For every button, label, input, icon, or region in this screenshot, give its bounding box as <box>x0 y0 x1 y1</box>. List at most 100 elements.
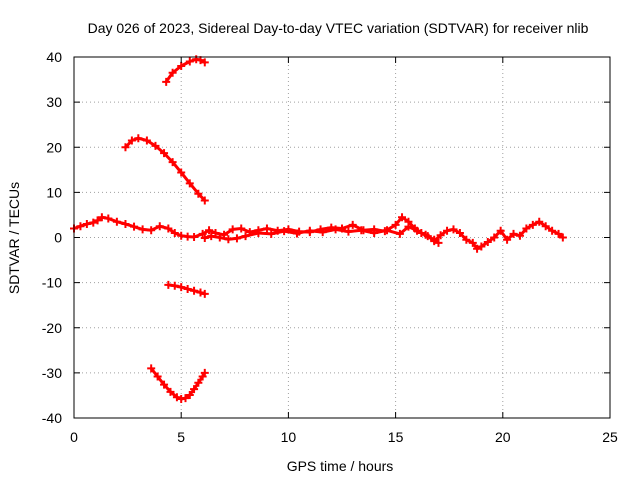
series-satellite-arc-lower-1 <box>164 280 209 298</box>
data-point <box>89 218 98 227</box>
data-point <box>168 158 177 167</box>
data-point <box>490 233 499 242</box>
data-point <box>82 219 91 228</box>
y-tick-label: 30 <box>46 94 62 110</box>
data-point <box>224 235 233 244</box>
data-point <box>196 288 205 297</box>
data-point <box>142 136 151 145</box>
data-point <box>455 228 464 237</box>
y-tick-label: 0 <box>54 230 62 246</box>
data-point <box>207 232 216 241</box>
data-point <box>194 189 203 198</box>
data-point <box>496 226 505 235</box>
data-point <box>93 216 102 225</box>
data-point <box>170 281 179 290</box>
data-point <box>181 394 190 403</box>
data-point <box>292 229 301 238</box>
data-point <box>280 227 289 236</box>
data-point <box>164 224 173 233</box>
series-satellite-arc-upper-1 <box>162 55 209 86</box>
data-point <box>254 228 263 237</box>
data-point <box>509 229 518 238</box>
data-point <box>160 380 169 389</box>
data-point <box>357 226 366 235</box>
data-point <box>183 284 192 293</box>
x-tick-label: 25 <box>602 429 618 445</box>
series-satellite-arc-upper-2 <box>121 134 209 205</box>
chart-title: Day 026 of 2023, Sidereal Day-to-day VTE… <box>88 20 589 36</box>
data-point <box>97 213 106 222</box>
data-point <box>160 149 169 158</box>
y-tick-label: -20 <box>42 320 62 336</box>
series-satellite-arc-lower-2 <box>147 364 209 404</box>
data-point <box>554 229 563 238</box>
data-point <box>232 234 241 243</box>
x-tick-label: 5 <box>177 429 185 445</box>
data-point <box>436 231 445 240</box>
ticks: 0 5 10 15 20 25 -40 -30 -20 -10 0 10 20 30 40 <box>42 49 618 445</box>
x-tick-label: 10 <box>281 429 297 445</box>
data-point <box>541 222 550 231</box>
data-point <box>318 228 327 237</box>
data-point <box>331 225 340 234</box>
y-tick-label: -40 <box>42 410 62 426</box>
data-point <box>413 226 422 235</box>
data-point <box>162 77 171 86</box>
data-point <box>112 217 121 226</box>
data-point <box>190 286 199 295</box>
data-point <box>200 289 209 298</box>
data-point <box>421 230 430 239</box>
data-point <box>104 214 113 223</box>
data-point <box>348 220 357 229</box>
data-point <box>168 68 177 77</box>
data-point <box>443 226 452 235</box>
data-point <box>185 390 194 399</box>
data-point <box>200 196 209 205</box>
data-point <box>370 228 379 237</box>
data-point <box>228 225 237 234</box>
data-point <box>200 233 209 242</box>
data-point <box>548 226 557 235</box>
data-point <box>177 283 186 292</box>
data-point <box>147 226 156 235</box>
data-point <box>205 226 214 235</box>
data-point <box>262 224 271 233</box>
data-point <box>267 229 276 238</box>
data-point <box>130 222 139 231</box>
data-point <box>172 393 181 402</box>
data-point <box>391 220 400 229</box>
x-tick-label: 0 <box>70 429 78 445</box>
data-point <box>155 222 164 231</box>
data-point <box>177 168 186 177</box>
data-point <box>138 225 147 234</box>
y-tick-label: -10 <box>42 275 62 291</box>
y-tick-label: 10 <box>46 184 62 200</box>
data-point <box>194 378 203 387</box>
data-point <box>503 235 512 244</box>
data-point <box>430 235 439 244</box>
data-point <box>185 57 194 66</box>
data-point <box>383 226 392 235</box>
x-tick-label: 15 <box>388 429 404 445</box>
data-point <box>198 229 207 238</box>
data-point <box>170 228 179 237</box>
y-tick-label: 40 <box>46 49 62 65</box>
data-point <box>185 179 194 188</box>
data-point <box>127 136 136 145</box>
data-point <box>121 219 130 228</box>
x-axis-label: GPS time / hours <box>287 458 394 474</box>
data-point <box>473 244 482 253</box>
grid <box>74 57 610 418</box>
data-layer <box>70 55 567 404</box>
data-point <box>404 222 413 231</box>
data-point <box>147 364 156 373</box>
data-point <box>398 213 407 222</box>
data-point <box>468 238 477 247</box>
data-point <box>151 141 160 150</box>
data-point <box>200 58 209 67</box>
data-point <box>190 385 199 394</box>
data-point <box>462 235 471 244</box>
